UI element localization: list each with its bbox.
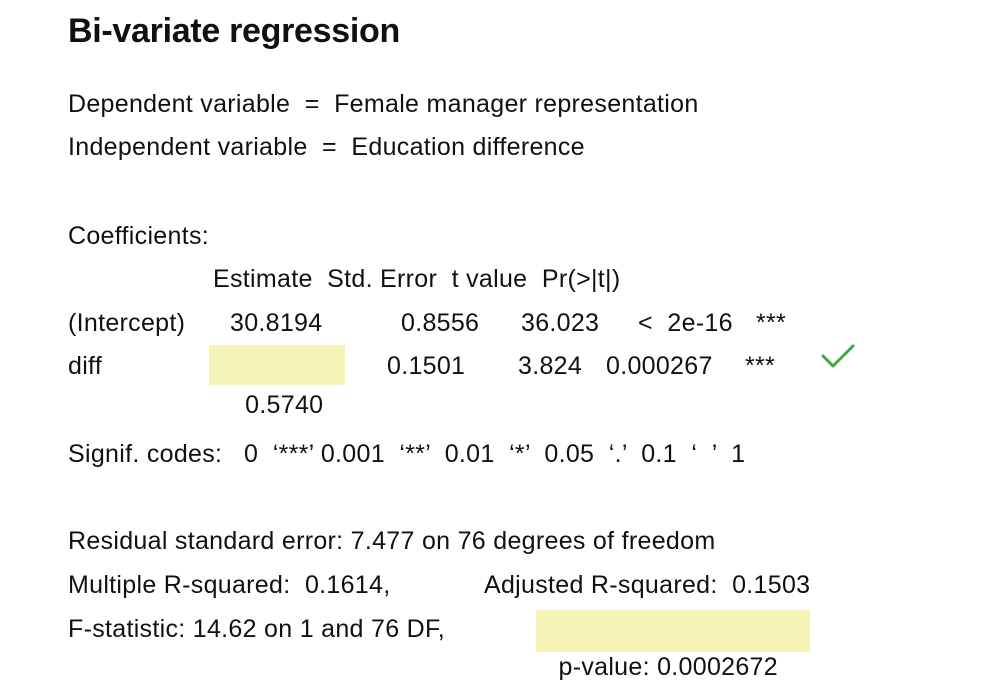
diff-estimate-highlight: 0.5740 (209, 345, 345, 419)
f-statistic: F-statistic: 14.62 on 1 and 76 DF, (68, 615, 446, 643)
coefficients-header: Estimate Std. Error t value Pr(>|t|) (213, 265, 621, 293)
signif-codes: Signif. codes: 0 ‘***’ 0.001 ‘**’ 0.01 ‘… (68, 440, 746, 468)
p-value: p-value: 0.0002672 (558, 653, 778, 681)
diff-t-value: 3.824 (518, 352, 583, 380)
residual-standard-error: Residual standard error: 7.477 on 76 deg… (68, 527, 716, 555)
intercept-signif: *** (756, 309, 787, 337)
intercept-t-value: 36.023 (521, 309, 600, 337)
check-icon (821, 344, 855, 368)
diff-std-error: 0.1501 (387, 352, 466, 380)
adjusted-r-squared: Adjusted R-squared: 0.1503 (484, 571, 811, 599)
intercept-estimate: 30.8194 (230, 309, 323, 337)
page-title: Bi-variate regression (68, 12, 400, 50)
dependent-variable-line: Dependent variable = Female manager repr… (68, 90, 699, 118)
p-value-highlight: p-value: 0.0002672 (536, 610, 810, 681)
diff-estimate: 0.5740 (245, 391, 324, 419)
intercept-row-name: (Intercept) (68, 309, 186, 337)
independent-variable-line: Independent variable = Education differe… (68, 133, 585, 161)
diff-row-name: diff (68, 352, 103, 380)
diff-p-value: 0.000267 (606, 352, 713, 380)
coefficients-label: Coefficients: (68, 222, 210, 250)
multiple-r-squared: Multiple R-squared: 0.1614, (68, 571, 391, 599)
intercept-p-value: < 2e-16 (638, 309, 733, 337)
intercept-std-error: 0.8556 (401, 309, 480, 337)
diff-signif: *** (745, 352, 776, 380)
